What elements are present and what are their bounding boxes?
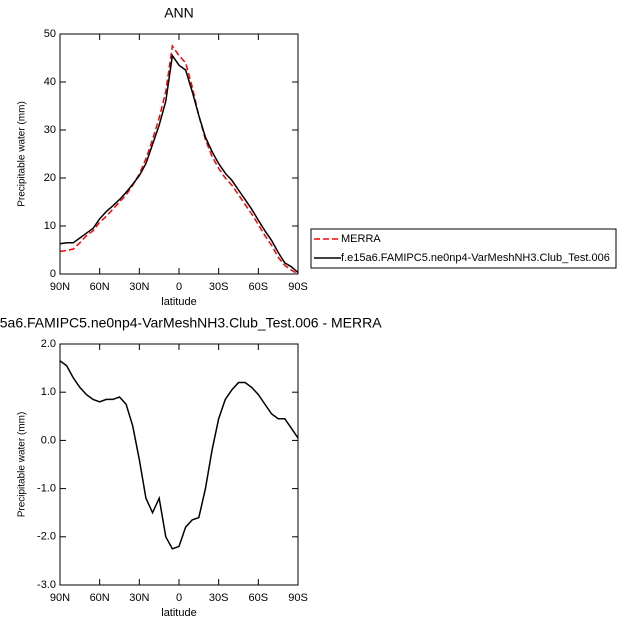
- x-axis-label: latitude: [161, 607, 196, 619]
- x-tick-label: 30N: [129, 592, 149, 604]
- data-line: [59, 53, 299, 274]
- chart-title: f.e15a6.FAMIPC5.ne0np4-VarMeshNH3.Club_T…: [0, 315, 382, 331]
- chart-title: ANN: [164, 5, 194, 21]
- x-axis-label: latitude: [161, 296, 196, 308]
- x-tick-label: 90N: [50, 281, 70, 293]
- y-tick-label: -1.0: [37, 483, 56, 495]
- x-tick-label: 90N: [50, 592, 70, 604]
- x-tick-label: 60N: [90, 592, 110, 604]
- x-tick-label: 60S: [249, 592, 269, 604]
- y-tick-label: 0: [50, 268, 56, 280]
- y-tick-label: 50: [44, 28, 56, 40]
- y-tick-label: 40: [44, 76, 56, 88]
- x-tick-label: 60N: [90, 281, 110, 293]
- plot-frame: [59, 33, 299, 275]
- y-tick-label: 1.0: [41, 386, 56, 398]
- y-tick-label: 30: [44, 124, 56, 136]
- plot-frame: [59, 343, 299, 586]
- x-tick-label: 90S: [288, 592, 308, 604]
- x-tick-label: 30S: [209, 592, 229, 604]
- y-tick-label: -3.0: [37, 579, 56, 591]
- x-tick-label: 0: [176, 281, 182, 293]
- legend-label: MERRA: [341, 233, 381, 245]
- legend-label: f.e15a6.FAMIPC5.ne0np4-VarMeshNH3.Club_T…: [341, 252, 610, 264]
- y-axis-label: Precipitable water (mm): [17, 412, 28, 518]
- data-line: [59, 360, 299, 550]
- y-tick-label: -2.0: [37, 531, 56, 543]
- y-tick-label: 2.0: [41, 338, 56, 350]
- y-tick-label: 10: [44, 220, 56, 232]
- y-tick-label: 0.0: [41, 434, 56, 446]
- x-tick-label: 0: [176, 592, 182, 604]
- x-tick-label: 30S: [209, 281, 229, 293]
- data-line: [59, 43, 299, 275]
- y-axis-label: Precipitable water (mm): [17, 101, 28, 207]
- x-tick-label: 60S: [249, 281, 269, 293]
- x-tick-label: 30N: [129, 281, 149, 293]
- x-tick-label: 90S: [288, 281, 308, 293]
- y-tick-label: 20: [44, 172, 56, 184]
- legend-box: [310, 228, 617, 269]
